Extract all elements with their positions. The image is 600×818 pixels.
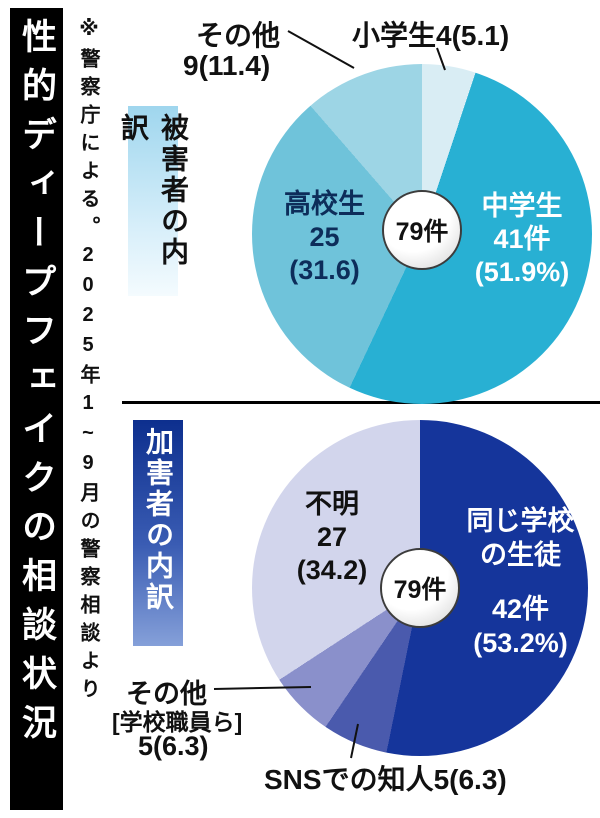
same-school-count: 42件 — [491, 594, 550, 624]
unknown-percent: (34.2) — [296, 555, 368, 585]
perpetrators-chart-label-box: 加害者の内訳 — [133, 420, 183, 646]
same-school-name-2: の生徒 — [480, 540, 561, 570]
senior-high-count: 25 — [309, 222, 340, 252]
perpetrators-other-value: 5(6.3) — [138, 731, 209, 761]
perpetrators-other-detail: [学校職員ら] — [112, 709, 243, 735]
perpetrators-total-badge: 79件 — [380, 548, 460, 628]
victims-total-badge: 79件 — [382, 190, 462, 270]
victims-junior-high-slice-label: 中学生 41件 (51.9%) — [452, 190, 592, 289]
same-school-percent: (53.2%) — [473, 628, 568, 658]
victims-chart-label-box: 被害者の内訳 — [118, 106, 189, 296]
perpetrators-sns-label: SNSでの知人5(6.3) — [264, 764, 507, 795]
unknown-count: 27 — [316, 522, 348, 552]
perpetrators-same-school-name: 同じ学校 の生徒 — [448, 504, 593, 572]
callout-line-victims-other — [287, 30, 355, 69]
senior-high-percent: (31.6) — [289, 255, 360, 285]
same-school-name-1: 同じ学校 — [466, 506, 575, 536]
victims-other-value: 9(11.4) — [183, 50, 271, 81]
junior-high-percent: (51.9%) — [474, 257, 570, 287]
main-title: 性的ディープフェイクの相談状況 — [17, 18, 56, 753]
perpetrators-chart-label: 加害者の内訳 — [143, 427, 174, 613]
section-divider — [122, 401, 600, 404]
victims-chart-label: 被害者の内訳 — [118, 113, 189, 268]
junior-high-count: 41件 — [493, 224, 551, 254]
perpetrators-other-label: その他 — [126, 679, 207, 709]
perpetrators-unknown-slice-label: 不明 27 (34.2) — [278, 488, 386, 587]
main-title-bar: 性的ディープフェイクの相談状況 — [10, 8, 63, 810]
perpetrators-same-school-value: 42件 (53.2%) — [448, 592, 593, 660]
victims-elementary-label: 小学生4(5.1) — [352, 20, 510, 51]
senior-high-name: 高校生 — [284, 189, 365, 219]
victims-senior-high-slice-label: 高校生 25 (31.6) — [272, 188, 377, 287]
unknown-name: 不明 — [305, 489, 359, 519]
victims-other-label: その他 — [196, 20, 281, 51]
victims-total-label: 79件 — [395, 218, 449, 246]
junior-high-name: 中学生 — [481, 191, 563, 221]
source-note: ※警察庁による。2025年1~9月の警察相談より — [77, 16, 99, 706]
perpetrators-total-label: 79件 — [393, 576, 447, 604]
